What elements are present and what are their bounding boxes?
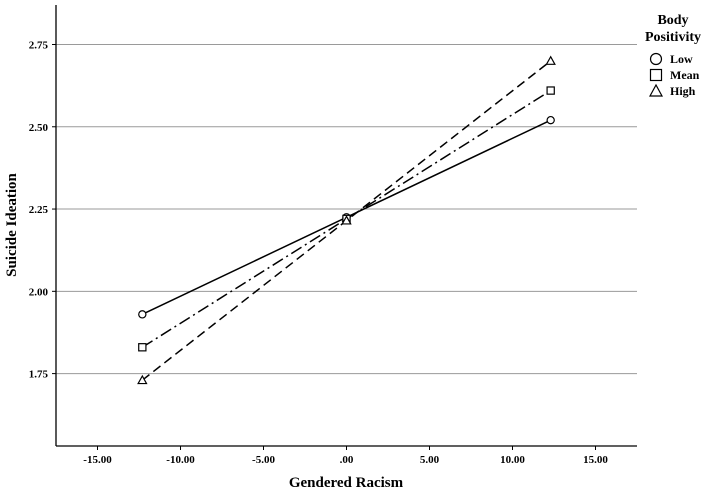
legend-marker-high (648, 83, 664, 97)
x-tick-label: -5.00 (252, 454, 275, 466)
gridlines (56, 43, 637, 375)
y-tick-label: 2.50 (29, 122, 49, 134)
legend-label-high: High (670, 84, 696, 98)
x-tick-label: -15.00 (83, 454, 112, 466)
legend: Body Positivity Low Mean High (645, 13, 701, 98)
x-tick-label: 10.00 (500, 454, 525, 466)
legend-label-low: Low (670, 52, 693, 66)
y-ticks: 1.75 2.00 2.25 2.50 2.75 (29, 39, 56, 381)
series-layer (137, 55, 556, 385)
x-tick-label: 5.00 (420, 454, 440, 466)
x-tick-label: -10.00 (166, 454, 195, 466)
point-high (545, 55, 556, 65)
legend-label-mean: Mean (670, 68, 700, 82)
point-mean (138, 343, 147, 352)
y-tick-label: 2.00 (29, 286, 49, 298)
series-line-mean (141, 89, 552, 348)
x-tick-label: .00 (340, 454, 354, 466)
series-high (137, 55, 556, 385)
x-axis-title: Gendered Racism (289, 475, 404, 491)
x-ticks: -15.00 -10.00 -5.00 .00 5.00 10.00 15.00 (83, 446, 608, 466)
x-tick-label: 15.00 (583, 454, 608, 466)
point-mean (546, 86, 555, 95)
legend-marker-mean (649, 68, 663, 82)
y-tick-label: 2.25 (29, 204, 49, 216)
legend-items: Low Mean High (648, 52, 700, 98)
y-tick-label: 2.75 (29, 39, 49, 51)
legend-title-line-2: Positivity (645, 30, 701, 45)
legend-item-high: High (648, 83, 696, 98)
point-low (138, 310, 147, 319)
point-high (137, 374, 148, 385)
point-low (546, 115, 555, 125)
y-axis-title: Suicide Ideation (4, 172, 20, 276)
legend-item-mean: Mean (649, 68, 700, 82)
legend-marker-low (649, 52, 663, 66)
legend-title-line-1: Body (657, 13, 688, 28)
legend-item-low: Low (649, 52, 693, 66)
y-tick-label: 1.75 (29, 369, 49, 381)
point-high (341, 215, 352, 225)
